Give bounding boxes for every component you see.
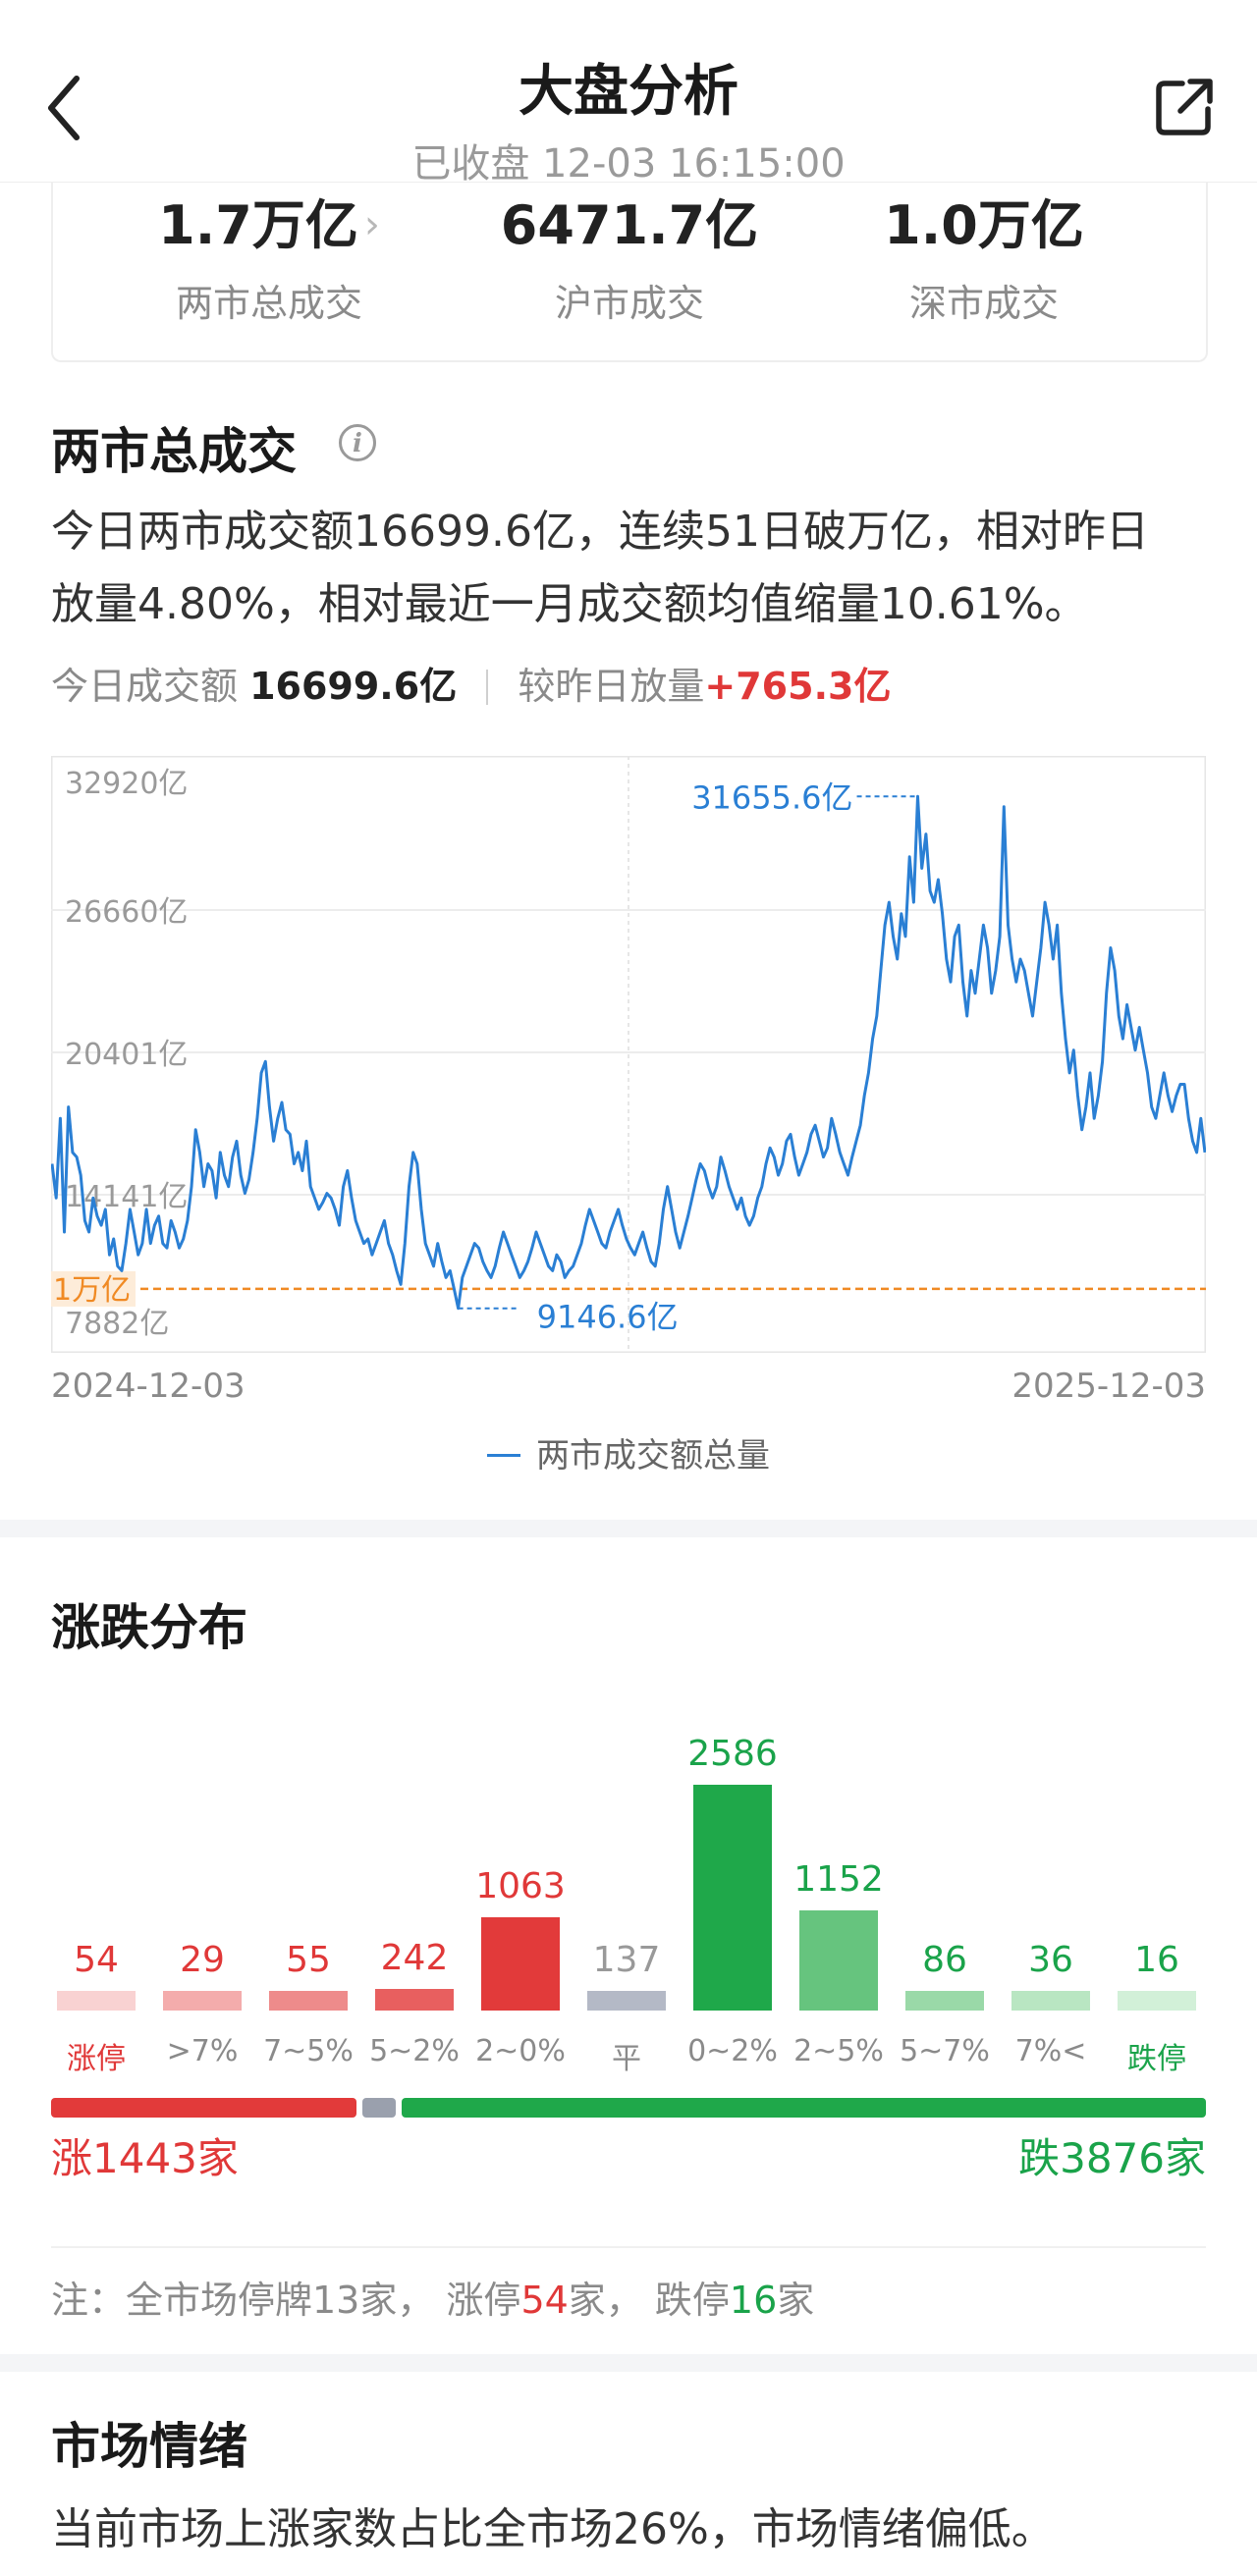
distribution-bar — [1118, 1991, 1196, 2011]
legend-label: 两市成交额总量 — [536, 1436, 770, 1476]
chart-start-date: 2024-12-03 — [51, 1367, 246, 1406]
chart-legend: 两市成交额总量 — [0, 1428, 1257, 1476]
distribution-bar-label: 5~7% — [900, 2034, 990, 2068]
note-mid: 家， 跌停 — [568, 2279, 730, 2322]
distribution-bar — [481, 1917, 560, 2011]
y-tick-label: 20401亿 — [65, 1038, 188, 1072]
compare-label: 较昨日放量 — [518, 665, 705, 708]
volume-stat-line: 今日成交额 16699.6亿 较昨日放量+765.3亿 — [51, 656, 891, 710]
distribution-bar — [163, 1991, 242, 2011]
summary-total-value: 1.7万亿 — [158, 194, 358, 256]
turnover-series-line — [50, 794, 1207, 1311]
stat-separator — [486, 670, 489, 705]
turnover-summary-card: 1.7万亿 › 两市总成交 6471.7亿 沪市成交 1.0万亿 深市成交 — [51, 172, 1208, 362]
distribution-bar-label: 2~0% — [475, 2034, 566, 2068]
distribution-bar-value: 54 — [74, 1940, 119, 1980]
distribution-bar-label: 5~2% — [369, 2034, 460, 2068]
up-count-text: 涨1443家 — [51, 2134, 239, 2182]
distribution-bar-value: 16 — [1134, 1940, 1179, 1980]
down-count-text: 跌3876家 — [1018, 2134, 1206, 2182]
summary-shenzhen-value: 1.0万亿 — [884, 194, 1084, 256]
summary-total[interactable]: 1.7万亿 › 两市总成交 — [92, 182, 446, 327]
distribution-bar-value: 2586 — [687, 1734, 778, 1774]
y-tick-label: 7882亿 — [65, 1307, 169, 1341]
distribution-bar-label: 7%< — [1014, 2034, 1087, 2068]
distribution-bar — [375, 1989, 454, 2011]
distribution-bar-label: 0~2% — [687, 2034, 778, 2068]
section-divider — [0, 1520, 1257, 1537]
chevron-left-icon — [48, 76, 80, 140]
distribution-bar-value: 137 — [592, 1940, 661, 1980]
max-value-label: 31655.6亿 — [691, 778, 852, 816]
distribution-bar-label: >7% — [166, 2034, 239, 2068]
sentiment-text: 当前市场上涨家数占比全市场26%，市场情绪偏低。 — [51, 2504, 1055, 2554]
today-turnover-value: 16699.6亿 — [249, 665, 458, 708]
distribution-bar-label: 2~5% — [793, 2034, 884, 2068]
turnover-line-chart[interactable]: 32920亿 26660亿 20401亿 14141亿 7882亿 1万亿 31655.6亿… — [50, 755, 1207, 1354]
distribution-bar-value: 55 — [286, 1940, 331, 1980]
distribution-bar-value: 29 — [180, 1940, 225, 1980]
info-icon[interactable]: i — [339, 424, 376, 461]
share-external-icon — [1156, 79, 1213, 135]
summary-shanghai: 6471.7亿 沪市成交 — [453, 182, 806, 327]
summary-shanghai-value: 6471.7亿 — [500, 194, 759, 256]
y-tick-label: 14141亿 — [65, 1180, 188, 1214]
distribution-section-title: 涨跌分布 — [51, 1599, 247, 1656]
summary-total-label: 两市总成交 — [175, 282, 362, 325]
distribution-bar — [799, 1909, 878, 2011]
flat-ratio-bar — [362, 2098, 397, 2118]
volume-section-title: 两市总成交 — [51, 423, 297, 480]
volume-description-line2: 放量4.80%，相对最近一月成交额均值缩量10.61%。 — [51, 579, 1088, 629]
share-button[interactable] — [1149, 74, 1218, 142]
reference-line-label: 1万亿 — [53, 1273, 131, 1308]
distribution-bar-label: 平 — [612, 2042, 641, 2076]
distribution-bar-label: 跌停 — [1127, 2042, 1186, 2076]
distribution-bar — [57, 1991, 136, 2011]
summary-shenzhen: 1.0万亿 深市成交 — [807, 182, 1161, 327]
note-down-limit: 16 — [729, 2279, 778, 2322]
distribution-bar — [1011, 1991, 1090, 2011]
distribution-bar-value: 242 — [380, 1938, 449, 1979]
back-button[interactable] — [39, 69, 98, 147]
distribution-bar-label: 7~5% — [263, 2034, 354, 2068]
distribution-bar-value: 1063 — [475, 1866, 566, 1907]
market-status: 已收盘 12-03 16:15:00 — [411, 141, 846, 187]
distribution-bar-label: 涨停 — [67, 2042, 126, 2076]
note-up-limit: 54 — [520, 2279, 569, 2322]
note-prefix: 注：全市场停牌13家， 涨停 — [51, 2279, 521, 2322]
reference-label-bg — [51, 1270, 136, 1307]
chevron-right-icon: › — [363, 202, 380, 247]
summary-shenzhen-label: 深市成交 — [908, 282, 1059, 325]
page-title: 大盘分析 — [519, 60, 738, 124]
summary-shanghai-label: 沪市成交 — [554, 282, 704, 325]
y-tick-label: 32920亿 — [65, 767, 188, 801]
distribution-bar — [269, 1991, 348, 2011]
distribution-bar-value: 1152 — [793, 1858, 884, 1900]
volume-description-line1: 今日两市成交额16699.6亿，连续51日破万亿，相对昨日 — [51, 507, 1149, 557]
distribution-bar — [587, 1991, 666, 2011]
section-divider-2 — [0, 2354, 1257, 2372]
y-tick-label: 26660亿 — [65, 895, 188, 930]
sentiment-section-title: 市场情绪 — [51, 2418, 247, 2475]
note-suffix: 家 — [777, 2279, 815, 2322]
chart-end-date: 2025-12-03 — [1011, 1367, 1206, 1406]
distribution-bar — [905, 1991, 984, 2011]
distribution-note: 注：全市场停牌13家， 涨停54家， 跌停16家 — [51, 2270, 814, 2324]
min-value-label: 9146.6亿 — [537, 1299, 679, 1336]
up-ratio-bar — [51, 2098, 357, 2118]
note-divider — [51, 2246, 1206, 2248]
top-bar: 大盘分析 已收盘 12-03 16:15:00 — [0, 0, 1257, 187]
distribution-bar-value: 36 — [1028, 1940, 1073, 1980]
today-turnover-label: 今日成交额 — [51, 665, 239, 708]
legend-line-icon — [487, 1454, 520, 1457]
down-ratio-bar — [402, 2098, 1206, 2118]
distribution-bar — [693, 1785, 772, 2011]
distribution-bar-value: 86 — [922, 1940, 967, 1980]
compare-value: +765.3亿 — [704, 665, 892, 708]
